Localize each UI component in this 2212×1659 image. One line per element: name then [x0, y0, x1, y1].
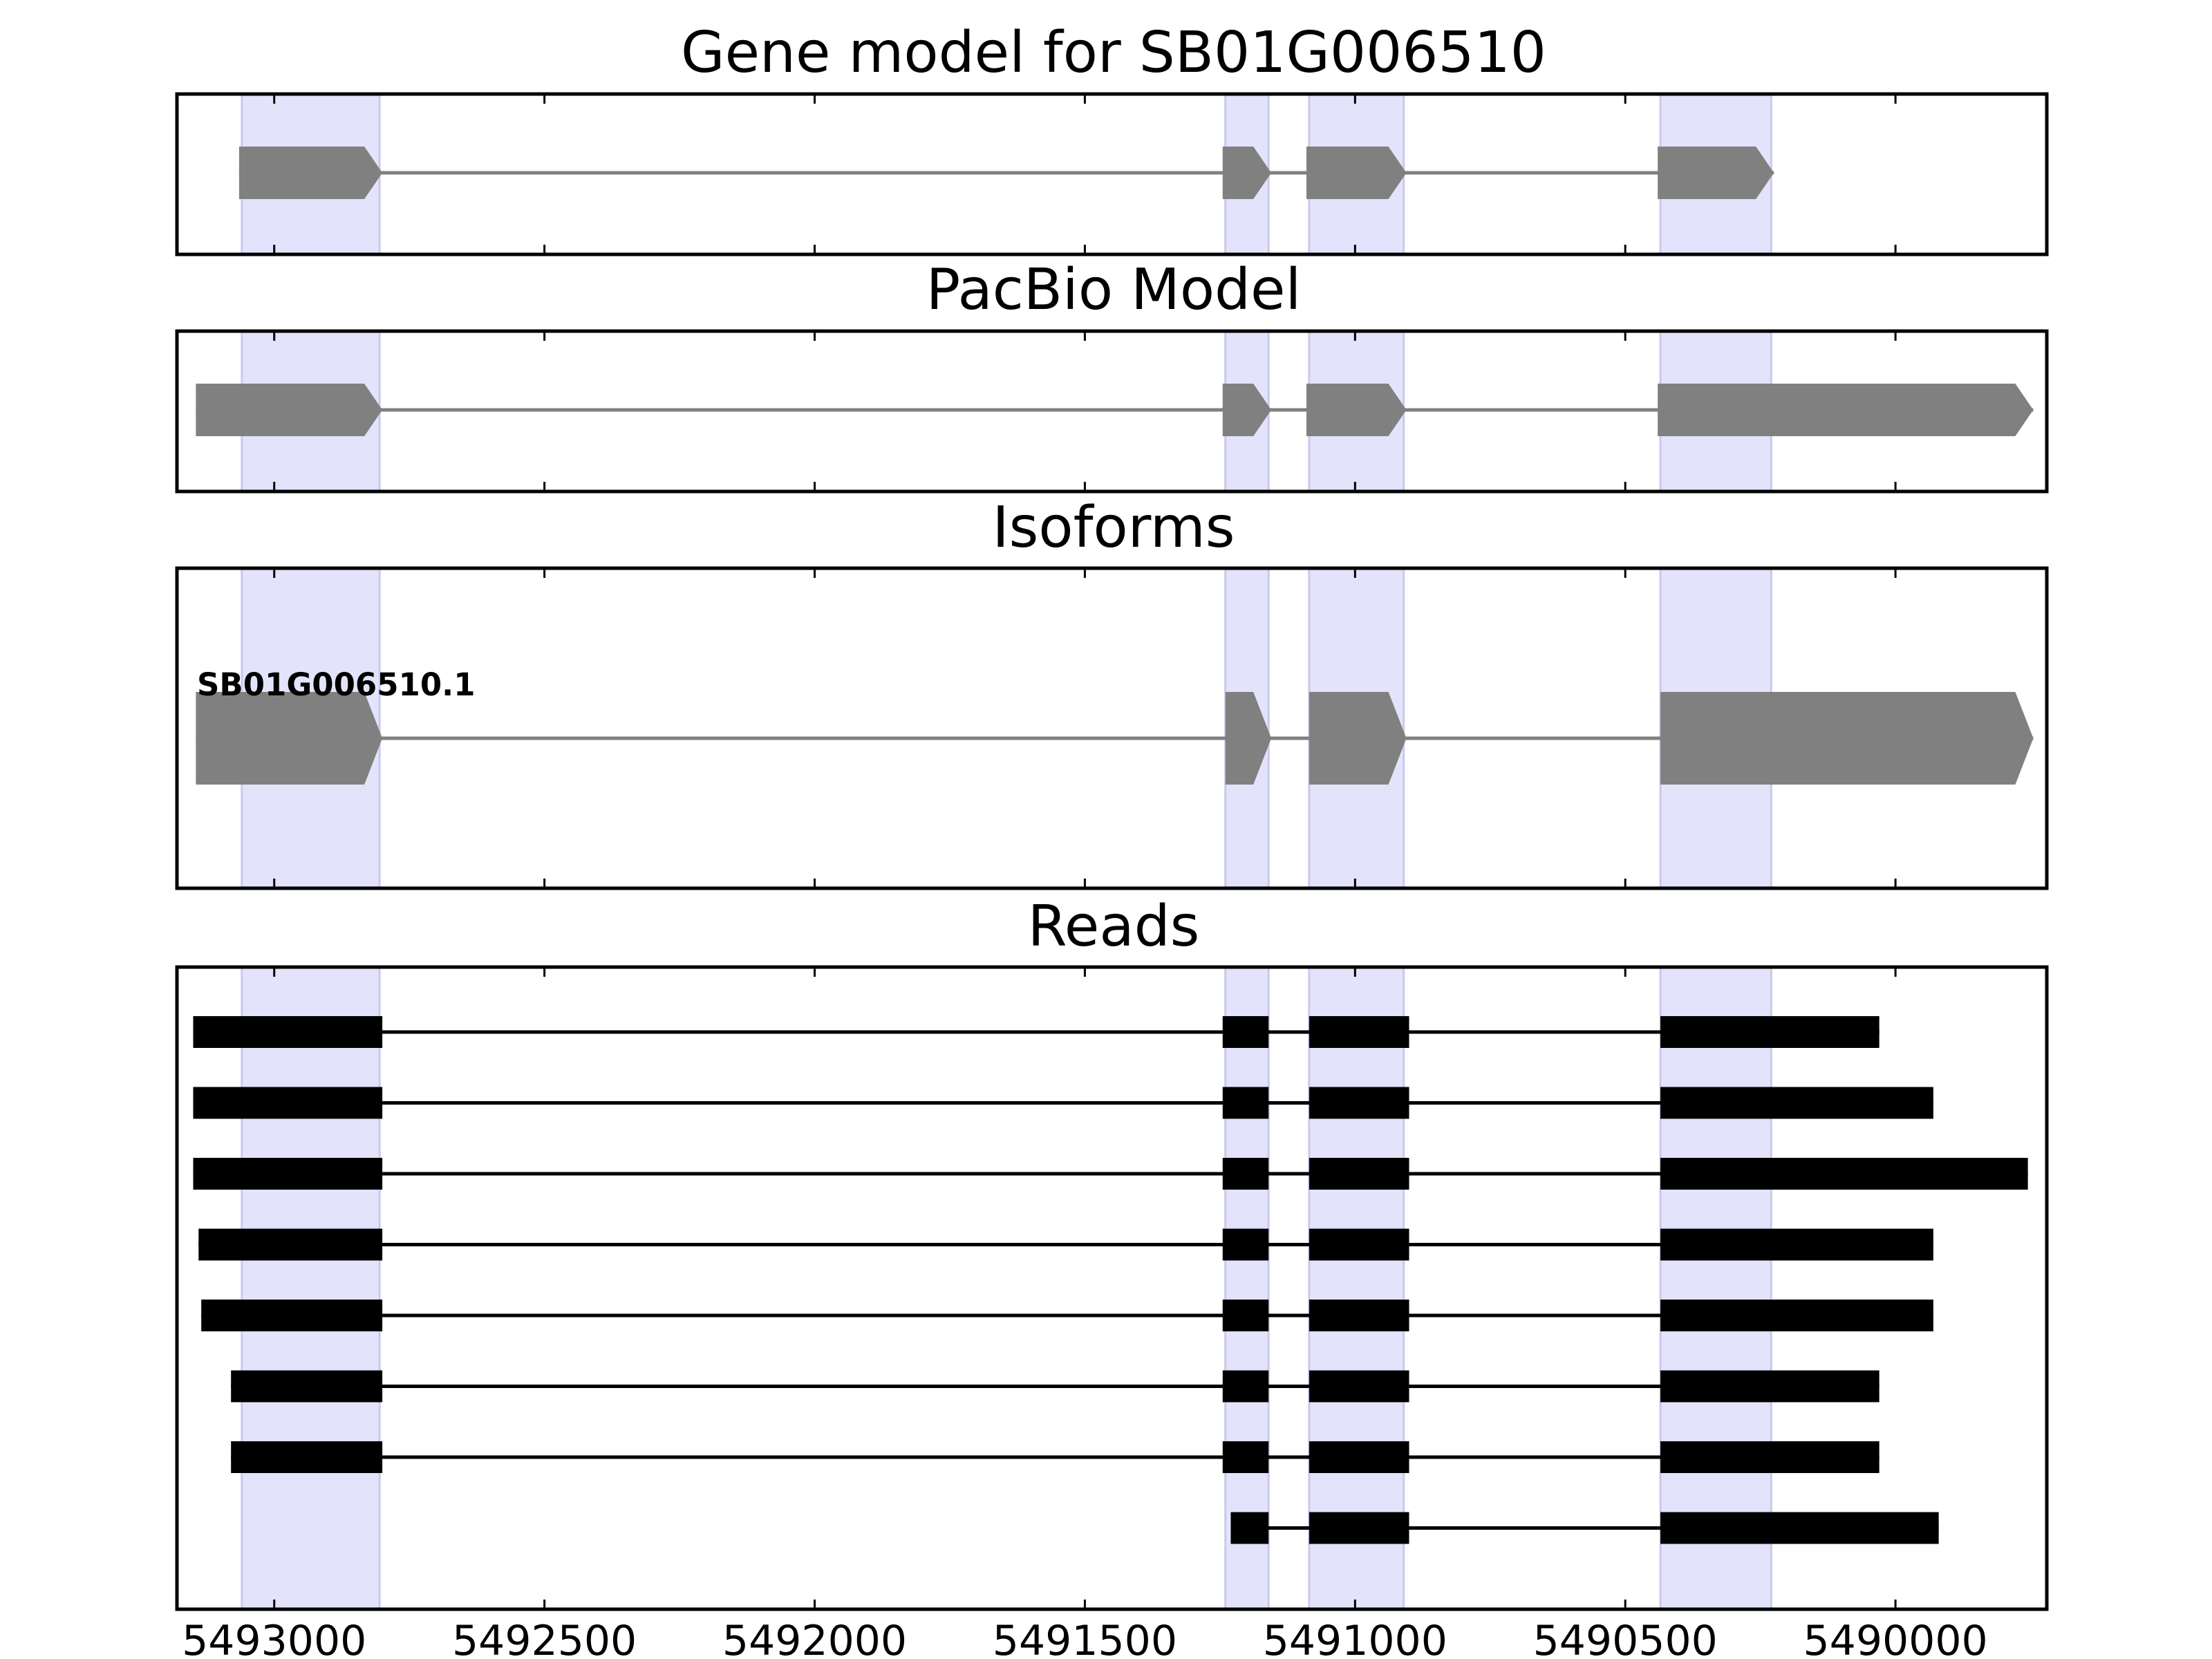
read-exon-block	[1309, 1370, 1409, 1403]
read-exon-block	[1309, 1016, 1409, 1048]
reads-highlights	[241, 966, 1772, 1611]
read-exon-block	[1660, 1087, 1933, 1119]
x-tick-label: 5492000	[722, 1617, 907, 1659]
read-exon-block	[1660, 1370, 1880, 1403]
read-exon-block	[193, 1016, 383, 1048]
x-tick-label: 5491500	[993, 1617, 1177, 1659]
read-exon-block	[1309, 1228, 1409, 1261]
pacbio-model-track	[196, 384, 2034, 436]
isoforms-highlights	[241, 567, 1772, 890]
gene-model-track	[238, 147, 1774, 199]
highlight-band	[1659, 966, 1772, 1611]
exon-arrow	[196, 692, 383, 785]
exon-arrow	[1658, 147, 1774, 199]
read-exon-block	[1309, 1300, 1409, 1331]
x-axis: 5493000 5492500 5492000 5491500 5491000 …	[182, 1617, 1988, 1659]
read-exon-block	[1222, 1228, 1269, 1261]
highlight-band	[1308, 966, 1405, 1611]
read-exon-block	[193, 1158, 383, 1190]
exon-arrow	[1306, 147, 1407, 199]
exon-arrow	[1309, 692, 1407, 785]
pacbio-model-frame	[175, 329, 2049, 494]
reads-track	[193, 1016, 2028, 1544]
read-exon-block	[198, 1228, 383, 1261]
read-exon-block	[1660, 1228, 1933, 1261]
reads-frame	[175, 965, 2049, 1611]
read-exon-block	[231, 1370, 383, 1403]
gene-model-frame	[175, 92, 2049, 256]
x-tick-label: 5490500	[1533, 1617, 1718, 1659]
reads-title: Reads	[1028, 894, 1200, 959]
read-exon-block	[1222, 1158, 1269, 1190]
gene-model-panel	[175, 92, 2049, 256]
isoforms-panel: SB01G006510.1	[175, 566, 2049, 890]
exon-arrow	[1225, 692, 1272, 785]
highlight-band	[241, 966, 381, 1611]
read-exon-block	[1309, 1512, 1409, 1544]
read-exon-block	[1660, 1512, 1939, 1544]
read-exon-block	[1309, 1441, 1409, 1473]
exon-arrow	[1222, 147, 1272, 199]
exon-arrow	[1306, 384, 1407, 436]
exon-arrow	[1658, 384, 2034, 436]
read-exon-block	[1309, 1158, 1409, 1190]
x-tick-label: 5492500	[452, 1617, 637, 1659]
read-exon-block	[1222, 1300, 1269, 1331]
isoforms-frame	[175, 566, 2049, 890]
read-exon-block	[1230, 1512, 1269, 1544]
isoforms-ticks	[273, 568, 1897, 888]
exon-arrow	[1222, 384, 1272, 436]
read-exon-block	[1660, 1016, 1880, 1048]
isoform-label: SB01G006510.1	[197, 666, 476, 703]
read-exon-block	[231, 1441, 383, 1473]
read-exon-block	[1222, 1441, 1269, 1473]
reads-ticks	[273, 967, 1897, 1609]
read-exon-block	[1309, 1087, 1409, 1119]
x-tick-label: 5493000	[182, 1617, 366, 1659]
read-exon-block	[1222, 1370, 1269, 1403]
read-exon-block	[1660, 1300, 1933, 1331]
reads-panel	[175, 965, 2049, 1611]
pacbio-model-panel	[175, 329, 2049, 494]
pacbio-model-title: PacBio Model	[926, 257, 1302, 323]
highlight-band	[1224, 966, 1270, 1611]
read-exon-block	[1660, 1158, 2028, 1190]
exon-arrow	[196, 384, 383, 436]
read-exon-block	[193, 1087, 383, 1119]
x-tick-label: 5491000	[1263, 1617, 1447, 1659]
exon-arrow	[1660, 692, 2034, 785]
isoforms-title: Isoforms	[993, 495, 1235, 561]
x-tick-label: 5490000	[1803, 1617, 1987, 1659]
read-exon-block	[201, 1300, 383, 1331]
read-exon-block	[1222, 1016, 1269, 1048]
read-exon-block	[1222, 1087, 1269, 1119]
gene-model-title: Gene model for SB01G006510	[681, 20, 1546, 86]
read-exon-block	[1660, 1441, 1880, 1473]
exon-arrow	[238, 147, 383, 199]
isoforms-track	[196, 692, 2034, 785]
